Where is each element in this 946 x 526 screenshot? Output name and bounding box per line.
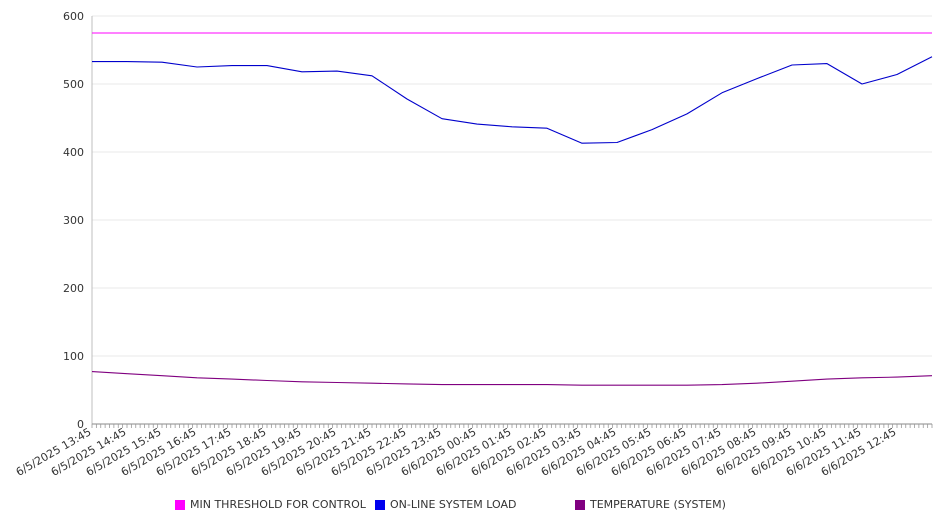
line-chart: 0 100 200 300 400 500 600 6/5/2025 13:456/5/20…	[14, 10, 933, 479]
y-tick-label: 0	[77, 418, 84, 431]
series-lines	[91, 32, 933, 386]
legend-swatch-system-load	[375, 499, 385, 510]
gridlines	[92, 15, 932, 357]
legend-label-min-threshold: MIN THRESHOLD FOR CONTROL	[190, 498, 366, 511]
legend-label-temperature: TEMPERATURE (SYSTEM)	[590, 498, 726, 511]
chart-legend: MIN THRESHOLD FOR CONTROL ON-LINE SYSTEM…	[0, 498, 946, 514]
y-tick-label: 500	[63, 78, 84, 91]
legend-label-system-load: ON-LINE SYSTEM LOAD	[390, 498, 517, 511]
legend-swatch-temperature	[575, 499, 585, 510]
y-tick-label: 200	[63, 282, 84, 295]
y-tick-label: 100	[63, 350, 84, 363]
legend-item-min-threshold[interactable]: MIN THRESHOLD FOR CONTROL	[175, 498, 366, 511]
y-tick-label: 300	[63, 214, 84, 227]
y-tick-label: 400	[63, 146, 84, 159]
y-tick-label: 600	[63, 10, 84, 23]
legend-swatch-min-threshold	[175, 499, 185, 510]
x-tick-labels: 6/5/2025 13:456/5/2025 14:456/5/2025 15:…	[14, 425, 899, 479]
legend-item-system-load[interactable]: ON-LINE SYSTEM LOAD	[375, 498, 516, 511]
y-tick-labels: 0 100 200 300 400 500 600	[63, 10, 84, 431]
axes	[91, 16, 933, 428]
legend-item-temperature[interactable]: TEMPERATURE (SYSTEM)	[575, 498, 726, 511]
series-line-on-line-system-load	[92, 56, 933, 144]
series-line-temperature-system	[91, 371, 933, 386]
